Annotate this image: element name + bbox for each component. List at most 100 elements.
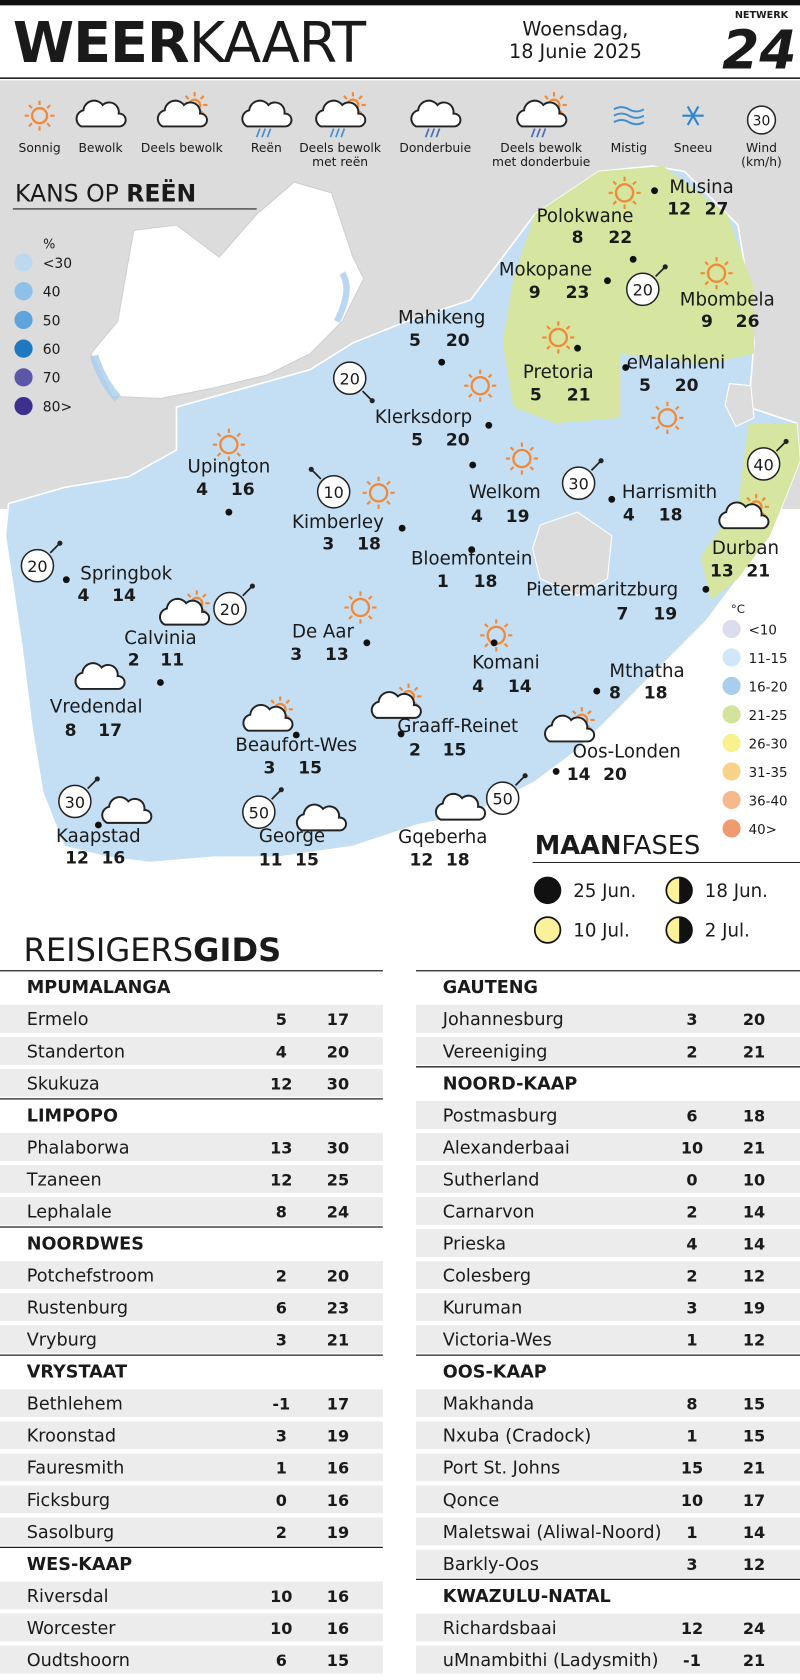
wind-arrow: [311, 469, 322, 480]
row-bg: [416, 1325, 800, 1354]
town-max: 10: [743, 1170, 765, 1189]
icon-label: Deels bewolk: [299, 141, 382, 155]
guide-title-light: GIDS: [193, 931, 281, 969]
city-name: Springbok: [80, 564, 172, 585]
masthead-bold: WEER: [13, 11, 189, 76]
sun-icon: [464, 369, 497, 402]
sun-disc: [657, 408, 678, 428]
town-min: 2: [276, 1267, 287, 1286]
wind-arrow: [271, 790, 281, 800]
row-bg: [416, 1613, 800, 1642]
wind-arrow: [514, 776, 525, 786]
wind-speed: 50: [492, 790, 512, 809]
wind-circle: [625, 272, 660, 307]
city-max: 15: [298, 759, 322, 779]
sun-ray: [529, 466, 535, 471]
row-bg: [416, 1517, 800, 1546]
town-max: 14: [743, 1234, 765, 1253]
sun-icon: [344, 591, 377, 624]
moon-icon: [533, 876, 562, 905]
town-min: 0: [276, 1491, 287, 1510]
label: %: [43, 238, 55, 253]
row-bg: [0, 1389, 383, 1418]
wind-circle: [485, 781, 520, 816]
city-name: Musina: [669, 177, 733, 198]
wind-circle: [746, 105, 777, 135]
guide-title: REISIGERSGIDS: [24, 931, 282, 969]
sun-ray: [186, 593, 192, 598]
moon-title-bold: MAAN: [535, 831, 622, 861]
row-bg: [0, 1421, 383, 1450]
town-name: uMnambithi (Ladysmith): [443, 1651, 659, 1671]
icon-label: Donderbuie: [399, 141, 471, 155]
row-bg: [416, 1133, 800, 1161]
city-min: 3: [290, 645, 302, 665]
temp-level: 16-20: [749, 680, 788, 695]
label: °C: [731, 602, 745, 616]
row-bg: [0, 1613, 383, 1642]
row-bg: [416, 1004, 800, 1033]
rain-swatch: [14, 368, 33, 387]
sun-ray: [509, 466, 515, 471]
row-bg: [416, 1036, 800, 1065]
inset-rain: [334, 271, 350, 323]
sun-ray: [724, 261, 729, 266]
city-min: 11: [259, 851, 283, 871]
cloud-icon: [75, 99, 127, 128]
temp-level: 11-15: [749, 652, 788, 667]
moon-dark-half: [679, 877, 692, 904]
city-dot: [363, 639, 371, 647]
town-max: 19: [327, 1523, 349, 1542]
rain-mark: [435, 128, 441, 138]
sun-icon: [505, 442, 538, 475]
city-name: Pietermaritzburg: [526, 580, 678, 601]
icon-label: met reën: [312, 155, 368, 169]
sun-ray: [199, 95, 205, 100]
city-max: 11: [160, 650, 184, 670]
town-min: 4: [686, 1234, 697, 1253]
snow-mark: [686, 105, 700, 126]
city-max: 14: [508, 677, 532, 697]
icon-label: Mistig: [611, 141, 647, 155]
wind-arrow: [655, 267, 665, 278]
rain-mark: [340, 128, 346, 138]
cloud-icon: [242, 703, 294, 732]
town-name: Qonce: [443, 1491, 499, 1511]
city-dot: [398, 524, 406, 532]
wind-speed: 20: [340, 370, 360, 389]
town-min: 4: [276, 1042, 287, 1061]
city-dot: [604, 277, 611, 285]
city-min: 4: [77, 586, 89, 606]
city-dot: [438, 358, 446, 366]
sun-ray: [503, 623, 509, 628]
town-max: 17: [327, 1010, 349, 1029]
guide-title-bold: REISIGERS: [24, 931, 194, 969]
row-bg: [0, 1485, 383, 1514]
town-min: -1: [272, 1395, 290, 1414]
sun-ray: [343, 95, 348, 100]
wind-circle: [213, 591, 247, 626]
sun-ray: [216, 432, 222, 438]
city-max: 18: [644, 684, 668, 704]
wind-circle: [58, 784, 92, 819]
sun-disc: [30, 107, 49, 125]
town-name: Ficksburg: [27, 1491, 110, 1511]
city-min: 4: [196, 480, 208, 500]
temp-level: 21-25: [749, 709, 788, 724]
wind-circle: [561, 466, 596, 501]
city-dot: [485, 421, 493, 429]
wind-arrowhead: [369, 398, 375, 404]
wind-circle: [242, 795, 276, 829]
city-min: 12: [409, 851, 433, 871]
rain-level: 60: [43, 342, 61, 358]
sun-ray: [612, 180, 618, 186]
row-bg: [416, 1421, 800, 1450]
rain-level: 70: [43, 371, 61, 387]
cloud-icon: [718, 501, 770, 530]
town-min: 13: [270, 1138, 292, 1157]
row-bg: [0, 1325, 383, 1354]
city-name: Calvinia: [124, 628, 196, 649]
town-min: 12: [270, 1170, 292, 1189]
